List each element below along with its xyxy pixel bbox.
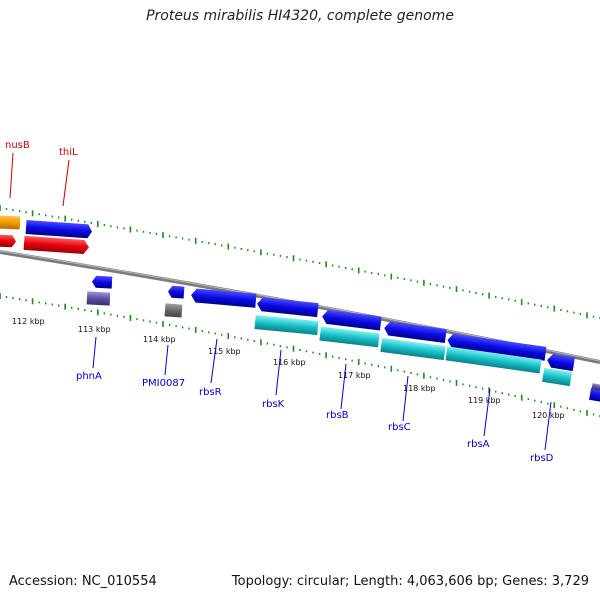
outer-tick-track (0, 205, 600, 319)
leader-rbsA (483, 388, 491, 437)
gene-arrow-PMI0087[interactable] (168, 285, 185, 299)
gene-arrow-phnA[interactable] (92, 275, 113, 289)
accession-text: Accession: NC_010554 (9, 574, 157, 589)
gene-label-rbsA[interactable]: rbsA (467, 439, 490, 450)
gene-label-phnA[interactable]: phnA (76, 371, 102, 382)
kbp-label-119: 119 kbp (468, 396, 501, 405)
gene-arrow-orange[interactable] (0, 215, 21, 230)
leader-rbsR (210, 338, 218, 384)
gene-label-nusB[interactable]: nusB (5, 140, 30, 151)
gene-arrow-rbsC[interactable] (383, 321, 447, 343)
gene-arrow-rbsD[interactable] (546, 353, 575, 372)
gene-arrow-nusB-red[interactable] (0, 234, 16, 248)
gene-label-thiL[interactable]: thiL (59, 147, 78, 158)
leader-rbsC (402, 375, 409, 422)
cds-rbsB[interactable] (319, 326, 380, 348)
cds-rbsK[interactable] (254, 315, 319, 336)
gene-label-rbsK[interactable]: rbsK (262, 399, 285, 410)
gene-label-rbsB[interactable]: rbsB (326, 410, 349, 421)
gene-label-rbsC[interactable]: rbsC (388, 422, 411, 433)
gene-arrow-rbsB[interactable] (321, 309, 382, 331)
genome-title: Proteus mirabilis HI4320, complete genom… (146, 8, 454, 24)
leader-rbsD (544, 401, 552, 451)
gene-arrow-rbsK[interactable] (256, 297, 319, 318)
gene-arrow-edge-blue[interactable] (589, 387, 600, 403)
leader-rbsK (275, 349, 282, 396)
kbp-label-118: 118 kbp (403, 384, 436, 393)
cds-rbsD[interactable] (542, 367, 572, 387)
gene-label-PMI0087[interactable]: PMI0087 (142, 378, 185, 389)
kbp-label-113: 113 kbp (78, 325, 111, 334)
kbp-label-117: 117 kbp (338, 371, 371, 380)
kbp-label-120: 120 kbp (532, 411, 565, 420)
leader-rbsB (340, 363, 347, 410)
inner-tick-track (0, 293, 600, 417)
leader-thiL (62, 159, 70, 207)
gene-arrow-thiL-red[interactable] (23, 235, 90, 255)
genome-summary-text: Topology: circular; Length: 4,063,606 bp… (231, 574, 589, 589)
kbp-label-114: 114 kbp (143, 335, 176, 344)
gene-arrow-thiL-blue[interactable] (25, 219, 93, 239)
gene-arrow-rbsA[interactable] (447, 333, 547, 361)
gene-arrow-rbsR[interactable] (191, 288, 257, 308)
gene-label-rbsR[interactable]: rbsR (199, 387, 222, 398)
kbp-label-112: 112 kbp (12, 317, 45, 326)
leader-PMI0087 (164, 344, 169, 376)
kbp-label-115: 115 kbp (208, 347, 241, 356)
gene-box-phnA[interactable] (86, 291, 111, 306)
gene-box-PMI0087[interactable] (164, 303, 183, 318)
leader-phnA (92, 336, 97, 369)
gene-box-edge-slate[interactable] (591, 383, 600, 392)
leader-nusB (9, 152, 14, 199)
kbp-label-116: 116 kbp (273, 358, 306, 367)
cds-rbsC[interactable] (380, 337, 446, 361)
cds-rbsA[interactable] (445, 346, 542, 374)
gene-label-rbsD[interactable]: rbsD (530, 453, 554, 464)
